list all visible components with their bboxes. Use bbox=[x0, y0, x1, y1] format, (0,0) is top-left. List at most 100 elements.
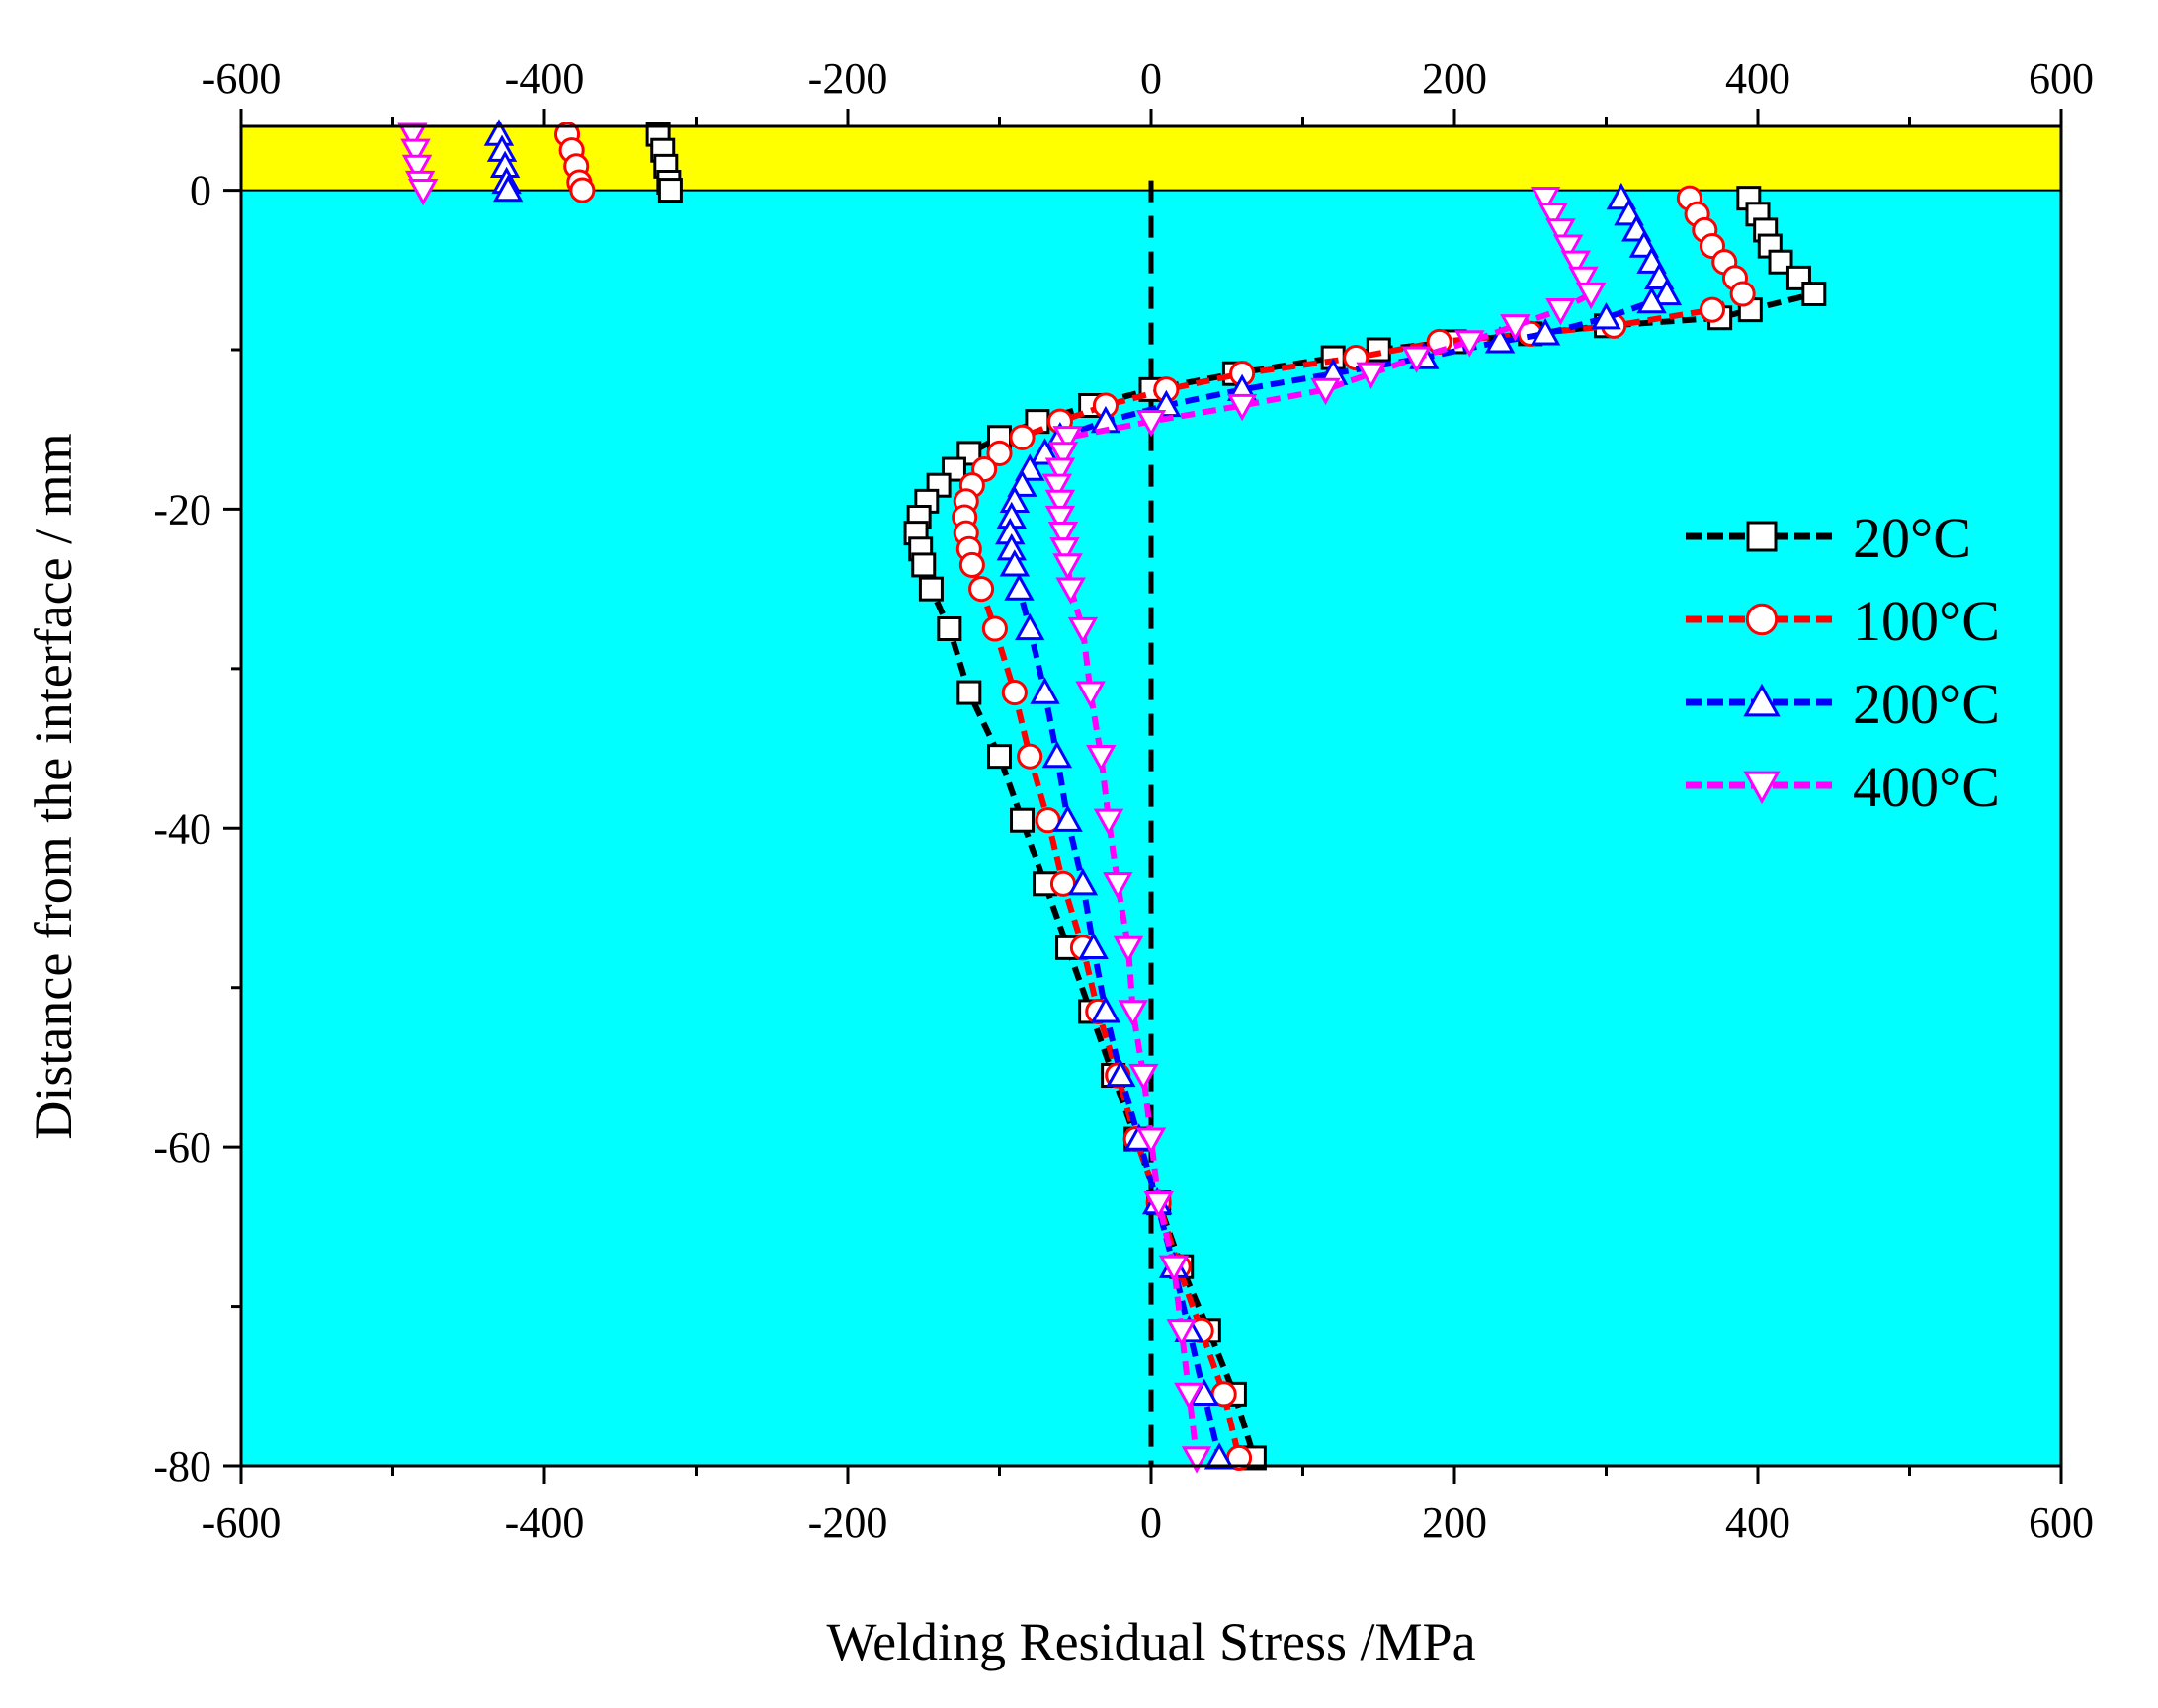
x-tick-label-top: -400 bbox=[505, 54, 585, 103]
series-4-point bbox=[1545, 218, 1576, 246]
legend-label: 100°C bbox=[1853, 589, 2000, 653]
series-1-point bbox=[911, 552, 937, 578]
series-4-point bbox=[1166, 1319, 1197, 1346]
series-4-point bbox=[1128, 1063, 1159, 1092]
series-4-point bbox=[1552, 234, 1584, 262]
series-1-point bbox=[956, 680, 982, 705]
series-2-point bbox=[1729, 281, 1756, 307]
series-4-point bbox=[1537, 203, 1568, 230]
y-tick-label: -40 bbox=[153, 804, 211, 853]
series-3-point bbox=[1041, 740, 1073, 769]
x-tick-label-bottom: -200 bbox=[808, 1499, 888, 1547]
series-4-point bbox=[1049, 537, 1080, 565]
series-4-point bbox=[1052, 426, 1083, 453]
y-axis-title: Distance from the interface / mm bbox=[24, 433, 83, 1139]
series-3-point bbox=[1015, 612, 1045, 641]
series-4-point bbox=[1052, 553, 1083, 581]
series-4-point bbox=[1560, 250, 1591, 278]
x-tick-label-bottom: 200 bbox=[1422, 1499, 1487, 1547]
series-layer bbox=[397, 119, 1827, 1474]
series-4-point bbox=[1113, 935, 1144, 964]
series-3-point bbox=[1651, 278, 1683, 306]
legend-label: 400°C bbox=[1853, 755, 2000, 819]
y-tick-label: -60 bbox=[153, 1123, 211, 1172]
series-4-point bbox=[1356, 362, 1386, 389]
series-4-point bbox=[1454, 330, 1485, 358]
series-4-point bbox=[1041, 473, 1073, 501]
series-4-point bbox=[1135, 410, 1167, 438]
legend: 20°C 100°C 200°C 400°C bbox=[1686, 506, 2000, 819]
series-4-point bbox=[1226, 393, 1258, 422]
legend-label: 200°C bbox=[1853, 672, 2000, 736]
series-3 bbox=[483, 119, 1683, 1470]
series-4-point bbox=[397, 122, 428, 150]
series-4-point bbox=[1055, 577, 1086, 605]
series-2-point bbox=[958, 551, 985, 578]
x-tick-label-bottom: 600 bbox=[2029, 1499, 2094, 1547]
series-4-point bbox=[1044, 489, 1076, 518]
series-4-point bbox=[401, 154, 433, 183]
series-3-point bbox=[1090, 996, 1121, 1023]
series-4-point bbox=[1047, 442, 1079, 469]
series-4-point bbox=[1044, 505, 1076, 533]
x-tick-label-top: 0 bbox=[1140, 54, 1162, 103]
series-4-point bbox=[400, 138, 431, 166]
series-4-point bbox=[1174, 1382, 1204, 1411]
series-2-point bbox=[1699, 296, 1725, 323]
series-4-point bbox=[1086, 745, 1117, 773]
x-tick-label-top: 400 bbox=[1725, 54, 1790, 103]
series-4 bbox=[397, 122, 1607, 1474]
series-3-point bbox=[1591, 301, 1621, 330]
series-2-point bbox=[986, 440, 1013, 466]
series-4-point bbox=[1044, 457, 1076, 485]
x-tick-label-bottom: -400 bbox=[505, 1499, 585, 1547]
series-1-point bbox=[1768, 249, 1793, 275]
series-4-point bbox=[1530, 187, 1561, 214]
series-1-point bbox=[987, 744, 1012, 770]
x-tick-label-top: -600 bbox=[202, 54, 282, 103]
series-4-point bbox=[1093, 808, 1124, 836]
y-tick-label: -20 bbox=[153, 485, 211, 533]
weld-layer-region bbox=[241, 126, 2061, 191]
series-3-point bbox=[1484, 326, 1516, 354]
series-2-point bbox=[1009, 424, 1036, 450]
series-4-point bbox=[1575, 282, 1607, 310]
series-4-point bbox=[1181, 1446, 1212, 1474]
series-1-point bbox=[937, 616, 962, 641]
series-4-point bbox=[1103, 872, 1133, 900]
series-4-point bbox=[1118, 1000, 1148, 1027]
series-1-point bbox=[1010, 807, 1036, 833]
x-tick-label-top: -200 bbox=[808, 54, 888, 103]
series-1-point bbox=[918, 576, 944, 602]
series-3-point bbox=[1052, 804, 1083, 832]
series-4-point bbox=[1568, 266, 1599, 294]
series-1-point bbox=[1801, 282, 1827, 306]
series-2-point bbox=[569, 177, 596, 203]
series-4-point bbox=[408, 178, 439, 206]
series-2-point bbox=[968, 576, 995, 603]
series-4-point bbox=[1401, 346, 1432, 373]
y-tick-label: -80 bbox=[153, 1442, 211, 1491]
legend-marker bbox=[1743, 683, 1781, 717]
x-tick-label-top: 200 bbox=[1422, 54, 1487, 103]
x-axis-title: Welding Residual Stress /MPa bbox=[826, 1612, 1475, 1671]
series-2-point bbox=[1001, 680, 1028, 706]
y-tick-label: 0 bbox=[190, 167, 211, 215]
series-4-line bbox=[1053, 197, 1596, 1459]
series-3-point bbox=[1636, 285, 1667, 314]
series-4-point bbox=[1500, 314, 1531, 342]
series-3-point bbox=[1030, 677, 1060, 704]
series-3-point bbox=[1204, 1442, 1235, 1470]
series-3-point bbox=[999, 549, 1031, 577]
series-3-point bbox=[1030, 438, 1060, 465]
series-1-point bbox=[657, 178, 683, 203]
series-3-point bbox=[1067, 868, 1099, 896]
axes-layer: -600-600-400-400-200-2000020020040040060… bbox=[153, 54, 2094, 1547]
series-4-point bbox=[1047, 522, 1079, 549]
x-tick-label-bottom: -600 bbox=[202, 1499, 282, 1547]
series-4-point bbox=[1143, 1191, 1174, 1219]
legend-marker bbox=[1743, 771, 1781, 805]
series-3-point bbox=[1004, 573, 1035, 601]
series-4-point bbox=[1310, 377, 1341, 406]
